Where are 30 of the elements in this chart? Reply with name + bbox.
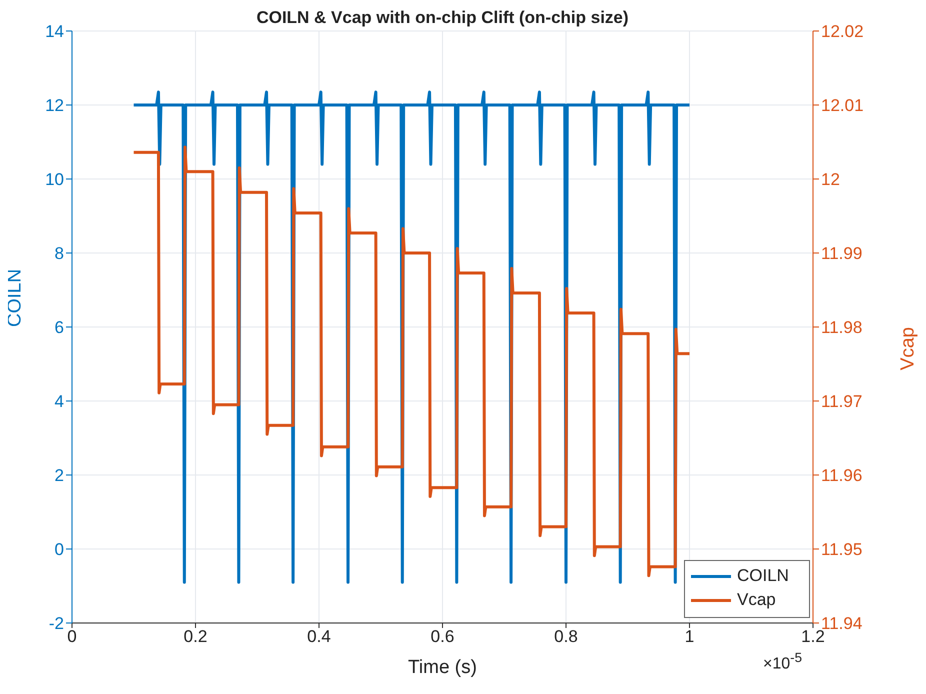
y2-tick-label: 12.02 (821, 22, 864, 42)
y2-tick-label: 11.99 (821, 244, 862, 264)
x-tick-label: 1 (684, 627, 694, 646)
x-tick-label: 0.2 (184, 627, 208, 646)
x-tick-label: 0 (67, 627, 77, 646)
y-tick-label: 10 (45, 170, 64, 190)
y-tick-label: -2 (48, 614, 64, 634)
x-tick-label: 1.2 (801, 627, 825, 646)
y-tick-label: 4 (54, 392, 64, 412)
y-tick-label: 14 (45, 22, 64, 42)
y2-tick-label: 11.96 (821, 466, 862, 486)
x-tick-label: 0.8 (554, 627, 578, 646)
text: ×10$^{-5}$ (763, 650, 802, 674)
y2-tick-label: 12.01 (821, 96, 864, 116)
y-tick-label: 0 (54, 540, 64, 560)
y-tick-label: 12 (45, 96, 64, 116)
y2-tick-label: 11.97 (821, 392, 862, 412)
y2-tick-label: 12 (821, 170, 840, 190)
y-tick-label: 8 (54, 244, 64, 264)
x-tick-label: 0.6 (430, 627, 454, 646)
y-tick-label: 2 (54, 466, 64, 486)
legend-label: COILN (737, 566, 789, 586)
x-tick-label: 0.4 (307, 627, 331, 646)
y-tick-label: 6 (54, 318, 64, 338)
chart-title: COILN & Vcap with on-chip Clift (on-chip size) (255, 8, 630, 28)
y2-tick-label: 11.95 (821, 540, 862, 560)
y2-tick-label: 11.98 (821, 318, 862, 338)
legend-label: Vcap (737, 590, 776, 610)
y2-axis-title: Vcap (898, 327, 919, 370)
x-axis-title: Time (s) (408, 657, 477, 678)
